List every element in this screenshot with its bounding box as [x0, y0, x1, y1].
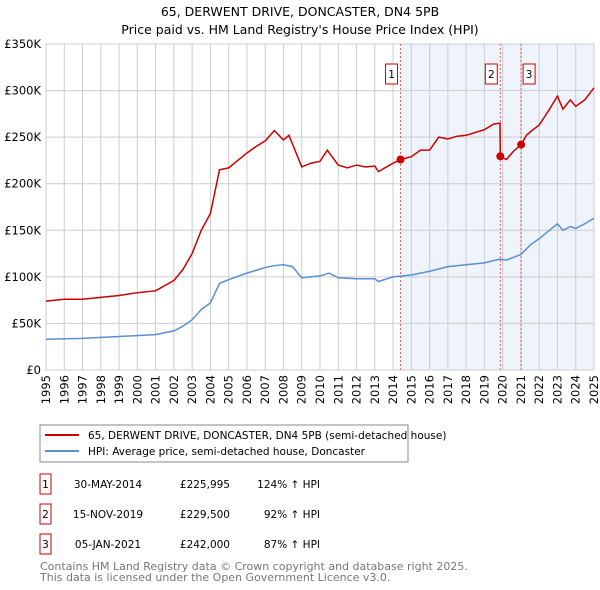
x-tick-label: 2017	[441, 375, 455, 404]
x-tick-label: 2018	[459, 375, 473, 404]
x-tick-label: 2015	[404, 375, 418, 404]
x-tick-label: 2014	[386, 375, 400, 404]
chart-subtitle: Price paid vs. HM Land Registry's House …	[121, 22, 478, 37]
x-tick-label: 1998	[94, 375, 108, 404]
y-tick-label: £100K	[4, 270, 41, 284]
x-tick-label: 1997	[76, 375, 90, 404]
x-tick-label: 2001	[149, 375, 163, 404]
x-tick-label: 2025	[587, 375, 600, 404]
sale-price: £225,995	[180, 479, 230, 491]
y-tick-label: £50K	[12, 316, 42, 330]
y-tick-label: £150K	[4, 223, 41, 237]
sale-number-box	[39, 533, 52, 555]
x-tick-label: 2011	[331, 375, 345, 404]
sale-label-box	[484, 63, 498, 85]
sale-hpi-change: 87% ↑ HPI	[264, 539, 320, 551]
sale-number: 3	[42, 539, 49, 551]
x-tick-label: 2002	[167, 375, 181, 404]
legend-label-property: 65, DERWENT DRIVE, DONCASTER, DN4 5PB (s…	[88, 430, 446, 442]
x-tick-label: 2003	[185, 375, 199, 404]
y-tick-label: £0	[26, 363, 41, 377]
x-tick-label: 2022	[532, 375, 546, 404]
x-tick-label: 1995	[39, 375, 53, 404]
sale-price: £242,000	[180, 539, 230, 551]
sale-date: 30-MAY-2014	[74, 479, 143, 491]
legend-label-hpi: HPI: Average price, semi-detached house,…	[88, 446, 366, 458]
y-tick-label: £350K	[4, 37, 41, 51]
x-tick-label: 1996	[57, 375, 71, 404]
sale-number: 1	[42, 479, 49, 491]
sale-label: 1	[388, 69, 395, 81]
sale-hpi-change: 124% ↑ HPI	[257, 479, 320, 491]
x-tick-label: 2007	[258, 375, 272, 404]
x-tick-label: 2024	[569, 375, 583, 404]
sale-point	[517, 140, 526, 149]
x-tick-label: 2009	[295, 375, 309, 404]
x-tick-label: 2013	[368, 375, 382, 404]
x-tick-label: 1999	[112, 375, 126, 404]
shaded-region	[400, 44, 594, 370]
sale-label: 3	[526, 69, 533, 81]
sale-label-box	[522, 63, 536, 85]
y-tick-label: £200K	[4, 177, 41, 191]
y-tick-label: £250K	[4, 130, 41, 144]
x-tick-label: 2016	[423, 375, 437, 404]
chart-title: 65, DERWENT DRIVE, DONCASTER, DN4 5PB	[161, 4, 439, 19]
plot-frame	[45, 43, 595, 371]
sale-point	[396, 155, 405, 164]
hpi-line	[45, 217, 595, 341]
sale-price: £229,500	[180, 509, 230, 521]
sale-label-box	[385, 63, 399, 85]
x-tick-label: 2000	[130, 375, 144, 404]
x-tick-label: 2010	[313, 375, 327, 404]
sale-date: 05-JAN-2021	[75, 539, 141, 551]
sale-label: 2	[488, 69, 495, 81]
sale-number-box	[39, 473, 52, 495]
sale-number-box	[39, 503, 52, 525]
x-tick-label: 2023	[550, 375, 564, 404]
property-line	[45, 87, 595, 302]
x-tick-label: 2012	[350, 375, 364, 404]
x-tick-label: 2005	[222, 375, 236, 404]
sale-hpi-change: 92% ↑ HPI	[264, 509, 320, 521]
sale-point	[496, 152, 505, 161]
x-tick-label: 2020	[496, 375, 510, 404]
x-tick-label: 2004	[203, 375, 217, 404]
x-tick-label: 2019	[477, 375, 491, 404]
x-tick-label: 2006	[240, 375, 254, 404]
legend	[39, 424, 409, 463]
y-tick-label: £300K	[4, 84, 41, 98]
x-tick-label: 2008	[276, 375, 290, 404]
sale-number: 2	[42, 509, 49, 521]
footer-licence: This data is licensed under the Open Gov…	[39, 571, 390, 584]
footer-copyright: Contains HM Land Registry data © Crown c…	[40, 560, 468, 573]
x-tick-label: 2021	[514, 375, 528, 404]
sale-date: 15-NOV-2019	[73, 509, 143, 521]
